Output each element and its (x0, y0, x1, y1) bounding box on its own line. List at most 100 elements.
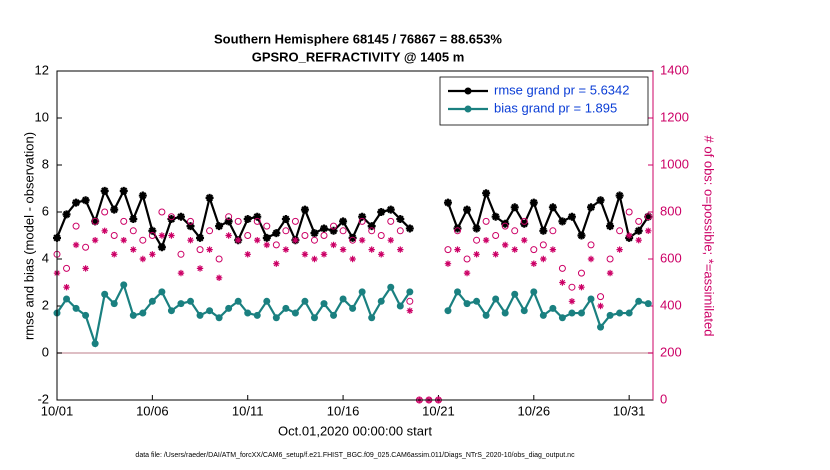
rmse-point (320, 224, 329, 233)
y2-axis-label: # of obs: o=possible; *=assimilated (702, 136, 717, 337)
assimilated-obs-point (282, 246, 290, 253)
bias-point (63, 295, 71, 303)
possible-obs-point (549, 227, 557, 235)
y-tick-label: -2 (37, 391, 49, 406)
possible-obs-point (225, 213, 233, 221)
possible-obs-point (291, 217, 299, 225)
assimilated-obs-point (501, 241, 509, 249)
rmse-point (491, 212, 500, 221)
rmse-point (81, 196, 90, 205)
x-tick-label: 10/11 (232, 403, 264, 418)
possible-obs-point (320, 232, 328, 239)
bias-point (377, 297, 385, 305)
possible-obs-point (520, 217, 528, 225)
y-tick-label: 8 (42, 156, 49, 171)
assimilated-obs-point (349, 255, 356, 263)
possible-obs-point (282, 227, 290, 235)
bias-point (539, 311, 547, 319)
assimilated-obs-point (482, 237, 490, 244)
possible-obs-point (349, 236, 357, 244)
bias-point (511, 290, 519, 298)
rmse-point (186, 222, 195, 231)
possible-obs-point (215, 255, 223, 263)
bias-point (320, 300, 328, 308)
possible-obs-point (339, 227, 347, 235)
y2-tick-label: 1000 (660, 156, 689, 171)
assimilated-obs-point (606, 269, 614, 277)
assimilated-obs-point (463, 269, 471, 277)
possible-obs-point (253, 217, 261, 225)
x-tick-label: 10/16 (327, 403, 360, 418)
bias-point (473, 297, 481, 305)
rmse-point (615, 191, 624, 200)
assimilated-obs-point (225, 232, 232, 239)
x-tick-label: 10/21 (422, 403, 455, 418)
assimilated-obs-point (549, 246, 557, 253)
rmse-point (520, 219, 529, 228)
assimilated-obs-point (273, 260, 280, 267)
bias-point (291, 309, 299, 317)
bias-point (635, 297, 643, 305)
bias-point (358, 288, 366, 296)
legend-label: rmse grand pr = 5.6342 (494, 82, 630, 97)
possible-obs-point (330, 222, 338, 230)
rmse-point (110, 205, 119, 214)
assimilated-obs-point (120, 237, 127, 244)
rmse-point (148, 226, 157, 235)
assimilated-obs-point (139, 255, 147, 263)
legend-label: bias grand pr = 1.895 (494, 100, 617, 115)
bias-point (225, 304, 233, 312)
rmse-point (367, 222, 376, 231)
possible-obs-point (635, 217, 643, 225)
assimilated-obs-point (187, 237, 194, 244)
possible-obs-point (530, 246, 538, 254)
assimilated-obs-point (63, 284, 70, 291)
bias-point (148, 297, 156, 305)
rmse-point (558, 217, 567, 226)
bias-point (568, 309, 576, 317)
assimilated-obs-point (511, 246, 518, 253)
possible-obs-point (196, 246, 204, 254)
rmse-point (215, 222, 224, 231)
y-tick-label: 10 (35, 109, 49, 124)
rmse-point (348, 233, 357, 242)
possible-obs-point (110, 232, 118, 239)
rmse-point (138, 191, 147, 200)
bias-point (139, 309, 147, 317)
assimilated-obs-point (177, 269, 185, 277)
possible-obs-point (263, 222, 271, 230)
possible-obs-point (577, 269, 585, 277)
assimilated-obs-point (625, 232, 633, 239)
rmse-point (548, 203, 557, 212)
assimilated-obs-point (559, 279, 566, 286)
rmse-point (339, 217, 348, 226)
possible-obs-point (139, 236, 147, 244)
x-tick-label: 10/26 (518, 403, 551, 418)
bias-point (644, 300, 652, 308)
rmse-point (510, 203, 519, 212)
assimilated-obs-point (82, 265, 89, 272)
bias-point (91, 340, 99, 348)
assimilated-obs-point (292, 237, 299, 244)
bias-point (492, 295, 500, 303)
assimilated-obs-point (339, 246, 347, 253)
possible-obs-point (244, 232, 252, 239)
rmse-point (176, 212, 185, 221)
rmse-point (72, 198, 81, 207)
rmse-point (472, 224, 481, 233)
rmse-point (596, 196, 605, 205)
assimilated-obs-point (444, 260, 452, 267)
bias-point (244, 309, 252, 317)
bias-point (310, 314, 318, 322)
bias-point (120, 281, 128, 289)
possible-obs-point (272, 241, 280, 249)
assimilated-obs-point (168, 232, 175, 239)
possible-obs-point (597, 293, 605, 301)
rmse-point (129, 215, 138, 224)
assimilated-obs-point (406, 307, 414, 314)
possible-obs-point (444, 246, 452, 254)
possible-obs-point (396, 227, 404, 235)
assimilated-obs-point (111, 251, 118, 258)
rmse-point (577, 231, 586, 240)
rmse-point (443, 198, 452, 207)
